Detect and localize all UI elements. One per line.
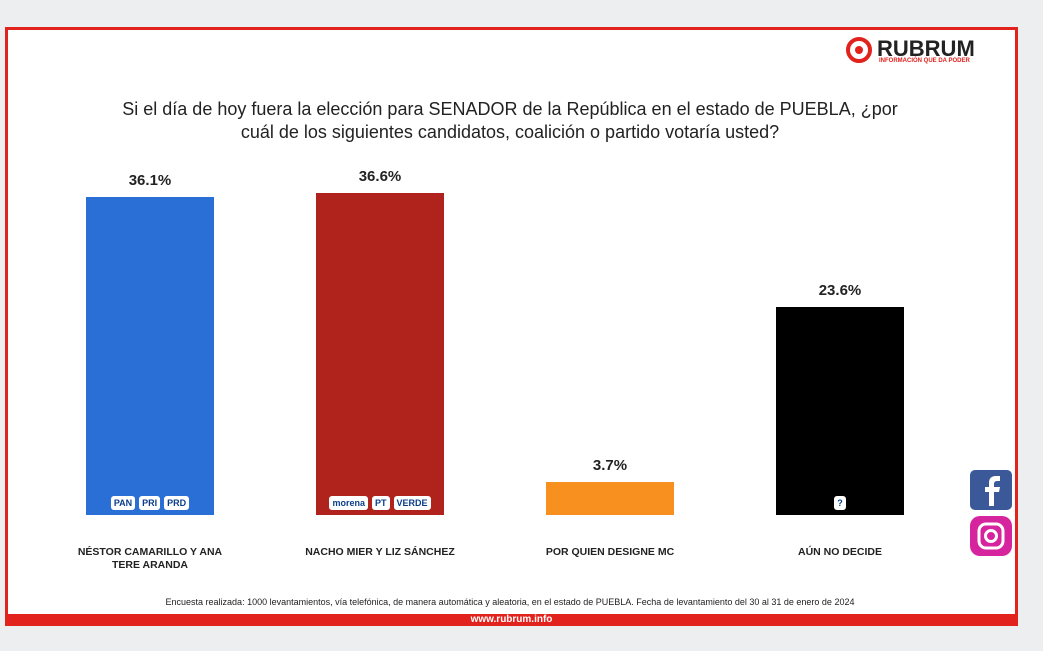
note: Encuesta realizada: 1000 levantamientos,…	[165, 597, 855, 607]
bar: ?	[776, 307, 904, 515]
party-logo: PRI	[139, 495, 161, 510]
logos: morena PT VERDE	[316, 493, 444, 511]
chart-title: Si el día de hoy fuera la elección para …	[122, 99, 898, 142]
bar: morena PT VERDE	[316, 192, 444, 515]
url: www.rubrum.info	[470, 614, 553, 625]
footer-strip: www.rubrum.info	[5, 614, 1018, 626]
brand-icon	[846, 37, 872, 63]
bar: PAN PRI PRD	[86, 196, 214, 515]
category-label: NACHO MIER Y LIZ SÁNCHEZ	[305, 546, 455, 558]
value-label: 36.1%	[128, 171, 172, 189]
category-label: POR QUIEN DESIGNE MC	[545, 546, 675, 558]
value-label: 36.6%	[358, 167, 402, 185]
party-logo: PAN	[110, 495, 136, 510]
party-logo: morena	[329, 495, 368, 510]
social-icons	[970, 470, 1012, 556]
value-label: 23.6%	[818, 282, 862, 300]
brand-tagline: INFORMACIÓN QUE DA PODER	[879, 58, 970, 64]
party-logo: ?	[834, 495, 846, 510]
logos: ?	[776, 493, 904, 511]
brand-name: RUBRUM	[877, 36, 975, 61]
category-label: NÉSTOR CAMARILLO Y ANA TERE ARANDA	[77, 546, 223, 571]
instagram-icon[interactable]	[970, 516, 1012, 556]
party-logo: PRD	[164, 495, 190, 510]
party-logo: PT	[371, 495, 390, 510]
bar	[546, 482, 674, 515]
value-label: 3.7%	[592, 457, 628, 475]
logos: PAN PRI PRD	[86, 493, 214, 511]
party-logo: VERDE	[393, 495, 431, 510]
category-label: AÚN NO DECIDE	[797, 546, 882, 558]
